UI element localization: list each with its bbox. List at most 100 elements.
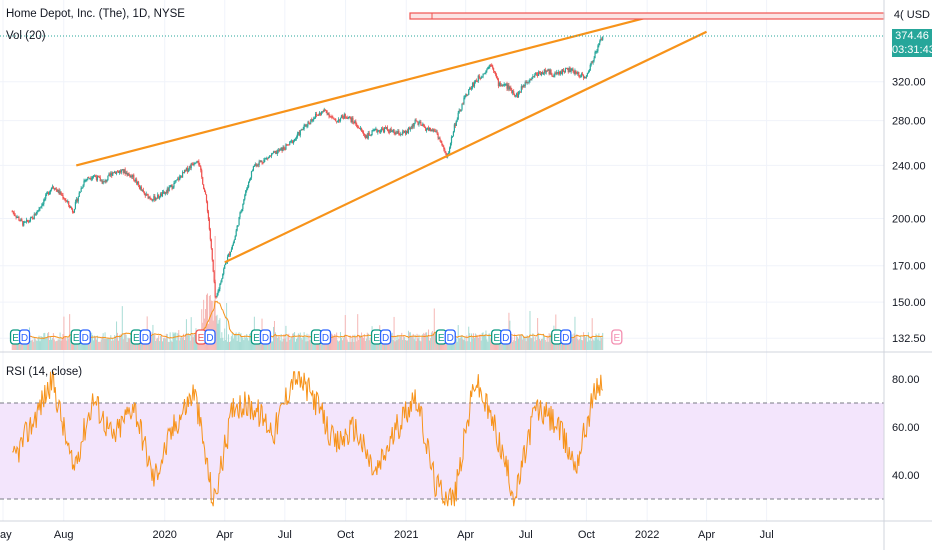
volume-bar bbox=[411, 335, 413, 350]
candle-body bbox=[260, 160, 262, 162]
volume-bar bbox=[426, 332, 428, 350]
candle-body bbox=[356, 124, 358, 127]
candle-body bbox=[112, 172, 114, 176]
candle-body bbox=[20, 219, 22, 221]
volume-bar bbox=[351, 338, 353, 350]
candle-body bbox=[486, 69, 488, 71]
candle-body bbox=[226, 262, 228, 264]
volume-bar bbox=[375, 341, 377, 350]
candle-body bbox=[422, 123, 424, 126]
candle-body bbox=[404, 130, 406, 133]
candle-body bbox=[100, 180, 102, 182]
volume-bar bbox=[407, 330, 409, 350]
candle-body bbox=[172, 187, 174, 189]
volume-bar bbox=[151, 332, 153, 350]
candle-body bbox=[62, 195, 64, 199]
candle-body bbox=[460, 109, 462, 111]
candle-body bbox=[599, 40, 601, 44]
candle-body bbox=[304, 124, 306, 126]
candle-body bbox=[490, 64, 492, 66]
candle-body bbox=[270, 153, 273, 156]
candle-body bbox=[155, 198, 157, 201]
candle-body bbox=[312, 120, 314, 122]
candle-body bbox=[530, 79, 532, 81]
volume-bar bbox=[264, 340, 266, 350]
candle-body bbox=[235, 230, 237, 236]
candle-body bbox=[427, 127, 430, 131]
volume-bar bbox=[97, 341, 99, 350]
candle-body bbox=[342, 117, 344, 119]
volume-bar bbox=[279, 340, 281, 350]
volume-bar bbox=[482, 332, 484, 350]
volume-bar bbox=[115, 336, 117, 350]
volume-bar bbox=[370, 341, 372, 350]
candle-body bbox=[259, 161, 261, 163]
volume-bar bbox=[65, 336, 67, 350]
candle-body bbox=[50, 187, 53, 190]
candle-body bbox=[571, 69, 573, 71]
currency-label[interactable]: 4( USD bbox=[894, 9, 930, 21]
candle-body bbox=[175, 180, 177, 183]
volume-bar bbox=[37, 337, 39, 350]
volume-bar bbox=[527, 337, 529, 350]
candle-body bbox=[561, 69, 564, 74]
candle-body bbox=[589, 64, 591, 71]
candle-body bbox=[19, 220, 21, 222]
volume-bar bbox=[422, 334, 424, 350]
candle-body bbox=[381, 128, 383, 131]
candle-body bbox=[35, 213, 37, 216]
volume-bar bbox=[165, 333, 167, 350]
candle-body bbox=[191, 163, 193, 165]
volume-bar bbox=[511, 336, 513, 350]
volume-bar bbox=[394, 341, 396, 350]
volume-bar bbox=[512, 341, 514, 350]
candle-body bbox=[494, 71, 497, 75]
candle-body bbox=[578, 72, 580, 76]
candle-body bbox=[377, 131, 379, 133]
candle-body bbox=[89, 178, 91, 180]
volume-bar bbox=[486, 339, 488, 350]
volume-bar bbox=[309, 339, 311, 350]
volume-bar bbox=[110, 335, 112, 350]
candle-body bbox=[394, 132, 396, 135]
candle-body bbox=[54, 188, 56, 190]
candle-body bbox=[548, 69, 550, 74]
dividend-marker-badge bbox=[560, 329, 572, 345]
candle-body bbox=[473, 82, 476, 87]
volume-bar bbox=[468, 326, 470, 350]
volume-bar bbox=[423, 332, 425, 350]
volume-bar bbox=[399, 336, 401, 350]
candle-body bbox=[547, 69, 549, 71]
candle-body bbox=[433, 129, 435, 131]
candle-body bbox=[466, 94, 468, 96]
candle-body bbox=[238, 217, 240, 226]
volume-bar bbox=[406, 340, 408, 350]
candle-body bbox=[71, 209, 74, 213]
volume-bar bbox=[66, 340, 68, 350]
candle-body bbox=[142, 189, 144, 192]
candle-body bbox=[27, 221, 30, 223]
volume-bar bbox=[235, 332, 237, 350]
volume-bar bbox=[302, 336, 304, 350]
volume-bar bbox=[307, 341, 309, 350]
candle-body bbox=[397, 130, 399, 134]
candle-body bbox=[140, 187, 143, 191]
volume-bar bbox=[222, 337, 224, 350]
volume-bar bbox=[540, 338, 542, 350]
candle-body bbox=[455, 120, 457, 126]
candle-body bbox=[122, 169, 124, 173]
volume-bar bbox=[234, 333, 236, 350]
candle-body bbox=[195, 162, 197, 164]
volume-bar bbox=[382, 340, 384, 350]
candle-body bbox=[519, 91, 522, 93]
volume-bar bbox=[47, 333, 49, 350]
volume-bar bbox=[513, 340, 515, 350]
candle-body bbox=[393, 129, 395, 133]
candle-body bbox=[324, 109, 326, 111]
candle-body bbox=[163, 191, 166, 194]
volume-bar bbox=[310, 340, 312, 350]
candle-body bbox=[434, 130, 436, 132]
candle-body bbox=[18, 216, 20, 221]
volume-bar bbox=[174, 332, 176, 350]
